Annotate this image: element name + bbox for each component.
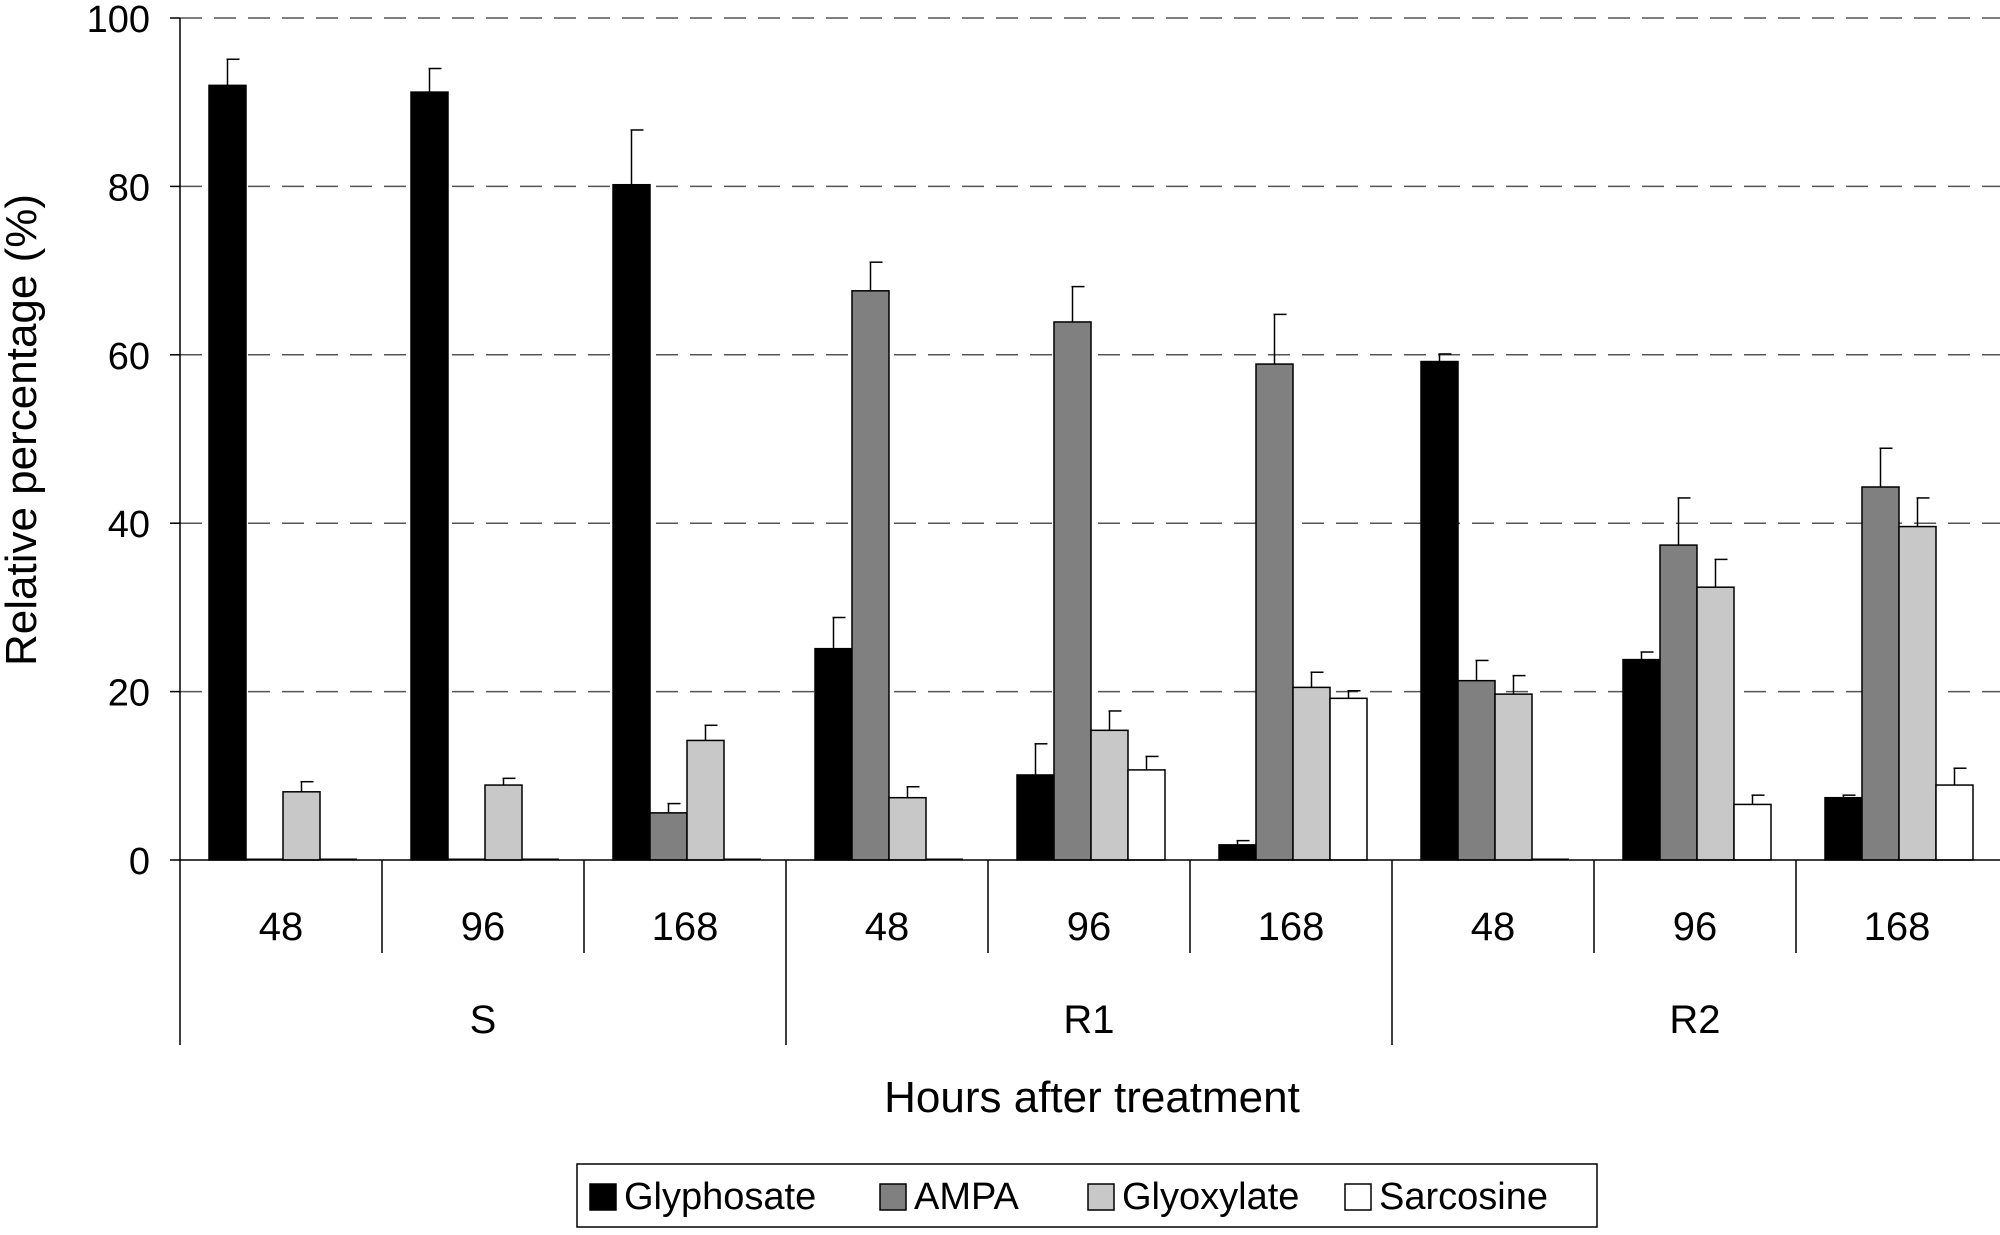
- bar-glyphosate: [1622, 658, 1661, 861]
- bar-glyphosate: [208, 84, 247, 861]
- legend-swatch-sarcosine: [1344, 1183, 1372, 1211]
- legend-swatch-glyoxylate: [1087, 1183, 1115, 1211]
- bar-glyphosate: [814, 647, 853, 861]
- x-axis-label: Hours after treatment: [884, 1073, 1300, 1122]
- legend-frame: [576, 1163, 1598, 1228]
- category-label: 96: [1067, 905, 1112, 949]
- bar-ampa: [1053, 321, 1092, 861]
- y-tick-label: 100: [87, 0, 150, 41]
- category-label: 48: [1471, 905, 1516, 949]
- group-label: R1: [1063, 998, 1114, 1042]
- legend-label-glyoxylate: Glyoxylate: [1122, 1176, 1299, 1218]
- bar-glyoxylate: [282, 791, 321, 861]
- bar-glyoxylate: [1898, 525, 1937, 861]
- category-label: 96: [461, 905, 506, 949]
- bar-sarcosine: [1733, 803, 1772, 861]
- category-label: 48: [259, 905, 304, 949]
- category-label: 168: [652, 905, 719, 949]
- bar-glyphosate: [410, 91, 449, 861]
- axes: [170, 17, 2000, 1045]
- bar-glyphosate: [1420, 360, 1459, 861]
- group-label: S: [470, 998, 497, 1042]
- y-tick-label: 40: [108, 504, 150, 546]
- bar-ampa: [1457, 679, 1496, 861]
- bar-ampa: [851, 290, 890, 861]
- category-label: 48: [865, 905, 910, 949]
- bar-glyoxylate: [888, 796, 927, 861]
- bar-glyphosate: [612, 183, 651, 861]
- y-tick-label: 80: [108, 167, 150, 209]
- legend-label-sarcosine: Sarcosine: [1379, 1176, 1548, 1218]
- bar-glyoxylate: [1090, 729, 1129, 861]
- axis-labels: 0 20 40 60 80 100 48 96 168 S 48 96 168 R1 48 96 168 R2: [87, 0, 1931, 1042]
- category-label: 96: [1673, 905, 1718, 949]
- legend-label-ampa: AMPA: [914, 1176, 1020, 1218]
- y-tick-label: 0: [129, 841, 150, 883]
- legend-label-glyphosate: Glyphosate: [624, 1176, 816, 1218]
- category-label: 168: [1258, 905, 1325, 949]
- bar-glyoxylate: [686, 739, 725, 861]
- group-label: R2: [1669, 998, 1720, 1042]
- bar-ampa: [1255, 363, 1294, 861]
- bars: [208, 58, 1974, 861]
- bar-ampa: [1861, 486, 1900, 861]
- legend-swatch-ampa: [879, 1183, 907, 1211]
- bar-sarcosine: [1329, 697, 1368, 861]
- bar-sarcosine: [1935, 784, 1974, 861]
- y-tick-label: 20: [108, 673, 150, 715]
- bar-ampa: [1659, 544, 1698, 861]
- bar-glyoxylate: [1696, 586, 1735, 861]
- bar-glyoxylate: [484, 784, 523, 861]
- y-axis-label: Relative percentage (%): [0, 194, 46, 666]
- legend-swatch-glyphosate: [589, 1183, 617, 1211]
- category-label: 168: [1864, 905, 1931, 949]
- bar-sarcosine: [1127, 769, 1166, 861]
- bar-ampa: [649, 812, 688, 861]
- legend: Glyphosate AMPA Glyoxylate Sarcosine: [576, 1163, 1598, 1228]
- bar-glyphosate: [1016, 774, 1055, 861]
- bar-glyphosate: [1824, 796, 1863, 861]
- bar-glyphosate: [1218, 844, 1257, 861]
- bar-glyoxylate: [1292, 686, 1331, 861]
- bar-glyoxylate: [1494, 693, 1533, 861]
- y-tick-label: 60: [108, 336, 150, 378]
